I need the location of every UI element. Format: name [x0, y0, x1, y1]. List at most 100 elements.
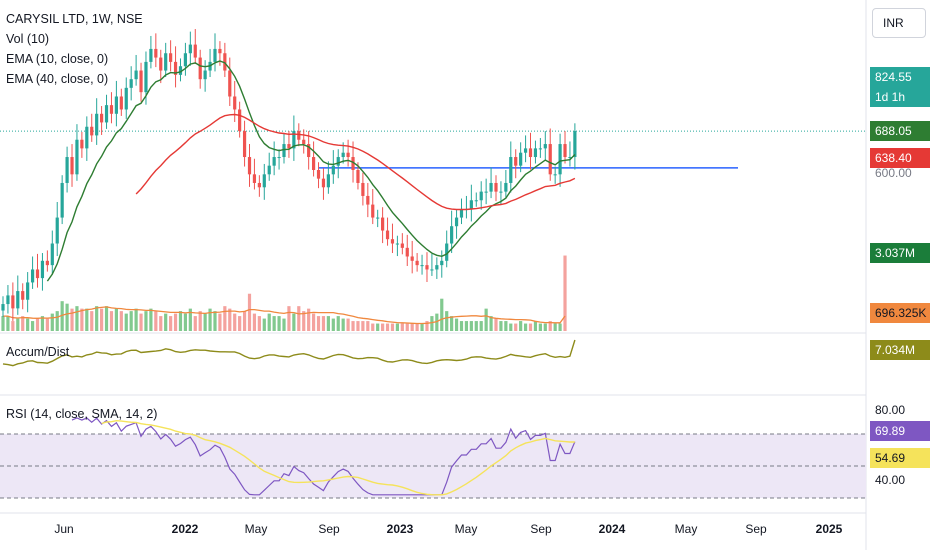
- candle-body: [159, 57, 163, 71]
- volume-bar: [376, 323, 380, 331]
- volume-bar: [257, 316, 261, 331]
- time-axis-label: 2022: [171, 522, 199, 536]
- candle-body: [252, 174, 257, 183]
- volume-bar: [233, 313, 237, 331]
- volume-bar: [213, 311, 217, 331]
- candle-body: [55, 217, 59, 244]
- volume-bar: [75, 306, 79, 331]
- volume-bar: [65, 303, 69, 331]
- volume-bar: [533, 321, 538, 331]
- candle-body: [203, 70, 207, 80]
- volume-bar: [445, 311, 449, 331]
- volume-bar: [420, 323, 424, 331]
- volume-bar: [410, 323, 414, 331]
- symbol-legend: CARYSIL LTD, 1W, NSE: [6, 12, 143, 26]
- candle-body: [193, 44, 197, 58]
- candle-body: [257, 182, 261, 188]
- candle-body: [504, 182, 508, 192]
- volume-bar: [395, 323, 399, 331]
- candle-body: [336, 157, 340, 166]
- volume-bar: [464, 321, 469, 331]
- volume-bar: [514, 323, 518, 331]
- candle-body: [415, 260, 419, 266]
- volume-bar: [26, 318, 30, 331]
- volume-bar: [450, 316, 454, 331]
- candle-body: [509, 157, 513, 183]
- candle-body: [326, 174, 330, 188]
- candle-body: [302, 139, 306, 145]
- candle-body: [538, 148, 542, 150]
- volume-bar: [242, 311, 247, 331]
- candle-body: [405, 247, 409, 257]
- volume-bar: [351, 321, 355, 331]
- candle-body: [346, 152, 350, 158]
- candle-body: [469, 200, 473, 209]
- candle-body: [228, 70, 232, 97]
- time-axis-label: May: [244, 522, 268, 536]
- volume-bar: [297, 306, 301, 331]
- volume-bar: [553, 323, 557, 331]
- currency-button[interactable]: INR: [872, 8, 926, 38]
- volume-bar: [90, 311, 94, 331]
- candle-body: [242, 131, 247, 158]
- candle-body: [45, 260, 49, 266]
- candle-body: [6, 295, 10, 305]
- candle-body: [173, 61, 178, 75]
- candle-body: [385, 230, 390, 240]
- candle-body: [440, 260, 444, 266]
- time-axis-label: Sep: [318, 522, 340, 536]
- candle-body: [479, 191, 483, 201]
- volume-bar: [6, 316, 10, 331]
- volume-bar: [336, 316, 340, 331]
- time-axis-label: May: [454, 522, 478, 536]
- volume-bar: [1, 316, 5, 331]
- volume-bar: [247, 293, 252, 331]
- candle-body: [16, 291, 20, 309]
- accum-dist-line: [2, 339, 576, 367]
- candle-body: [277, 157, 281, 159]
- time-axis-label: 2024: [598, 522, 626, 536]
- candle-body: [169, 53, 173, 62]
- candle-body: [553, 174, 557, 176]
- candle-body: [154, 48, 158, 58]
- accum-dist-label: 7.034M: [870, 340, 930, 360]
- candle-body: [528, 148, 533, 158]
- volume-bar: [129, 311, 133, 331]
- volume-bar: [272, 316, 276, 331]
- candle-body: [474, 200, 478, 202]
- volume-bar: [519, 321, 523, 331]
- volume-bar: [183, 313, 188, 331]
- candle-body: [80, 139, 84, 149]
- volume-bar: [479, 321, 483, 331]
- candle-body: [366, 195, 370, 205]
- candle-body: [26, 282, 30, 300]
- candle-body: [178, 66, 183, 75]
- volume-bar: [223, 306, 227, 331]
- candle-body: [543, 144, 547, 149]
- volume-bar: [95, 306, 99, 331]
- ema10-legend: EMA (10, close, 0): [6, 52, 109, 66]
- volume-label: 3.037M: [870, 243, 930, 263]
- volume-bar: [203, 313, 207, 331]
- candle-body: [371, 204, 375, 218]
- candle-body: [321, 178, 326, 188]
- candle-body: [316, 170, 321, 179]
- volume-bar: [489, 316, 493, 331]
- candle-body: [50, 243, 54, 266]
- candle-body: [425, 265, 429, 270]
- volume-bar: [238, 316, 242, 331]
- volume-bar: [104, 306, 109, 331]
- candle-body: [119, 96, 123, 110]
- candle-body: [361, 182, 365, 196]
- volume-bar: [484, 308, 488, 331]
- volume-bar: [307, 308, 311, 331]
- candle-body: [410, 256, 414, 261]
- volume-bar: [55, 311, 59, 331]
- candle-body: [450, 226, 454, 244]
- volume-bar: [346, 318, 350, 331]
- candle-body: [533, 148, 538, 158]
- candle-body: [573, 131, 577, 158]
- candle-body: [341, 152, 345, 158]
- volume-bar: [558, 323, 562, 331]
